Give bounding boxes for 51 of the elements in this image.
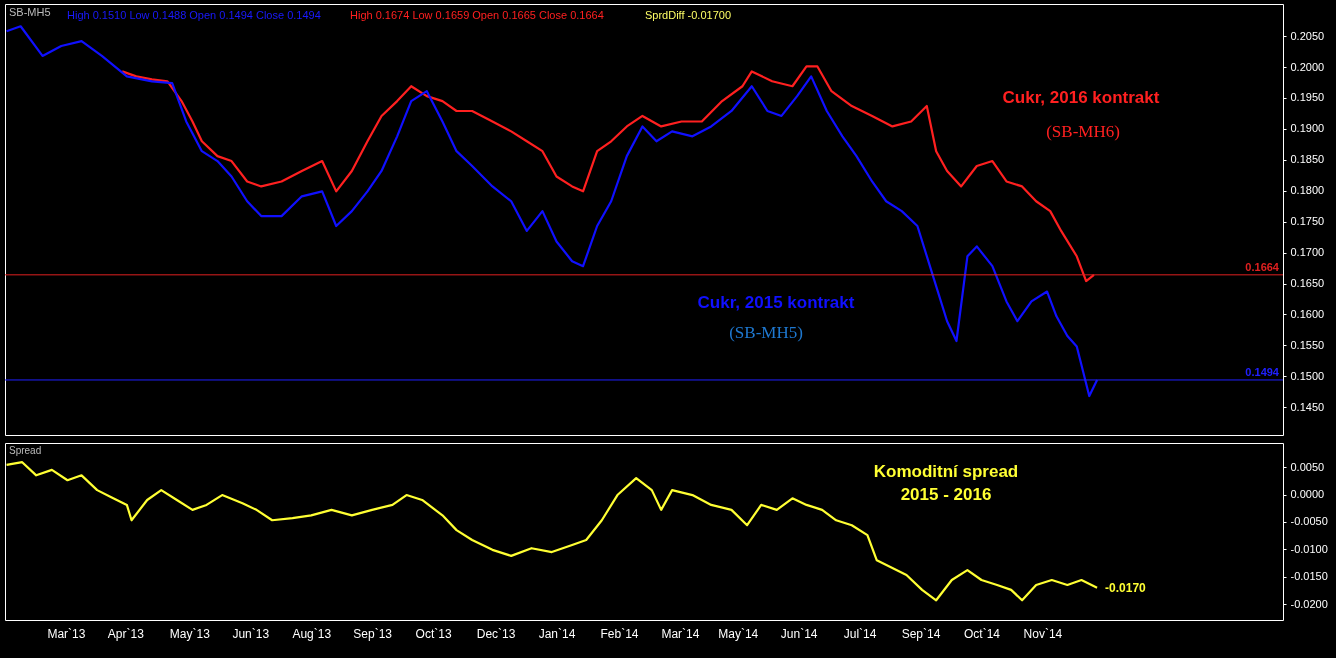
ref-line-label: 0.1664 [1245,260,1280,273]
annotation: 2015 - 2016 [900,485,992,504]
y-tick-label: 0.1900 [1290,122,1325,135]
x-tick-label: Oct`13 [415,626,452,641]
y-tick-label: -0.0100 [1290,542,1328,555]
x-tick-label: May`13 [169,626,211,641]
x-tick-label: Jan`14 [538,626,576,641]
x-tick-label: Jun`14 [780,626,818,641]
y-tick-label: 0.2000 [1290,60,1325,73]
y-tick-label: 0.1450 [1290,400,1325,413]
annotation: (SB-MH5) [729,323,803,342]
annotation: High 0.1674 Low 0.1659 Open 0.1665 Close 0.1664 [350,9,604,21]
x-tick-label: Feb`14 [600,626,639,641]
x-tick-label: Dec`13 [476,626,516,641]
y-tick-label: 0.1750 [1290,215,1325,228]
chart-title: Spread [9,445,42,456]
ref-line-label: 0.1494 [1245,365,1280,378]
y-tick-label: 0.1950 [1290,91,1325,104]
y-tick-label: 0.1850 [1290,153,1325,166]
x-tick-label: Mar`14 [661,626,700,641]
annotation: High 0.1510 Low 0.1488 Open 0.1494 Close 0.1494 [67,9,321,21]
y-tick-label: -0.0150 [1290,570,1328,583]
y-tick-label: 0.1600 [1290,307,1325,320]
x-tick-label: Oct`14 [963,626,1001,641]
y-tick-label: 0.1650 [1290,277,1325,289]
y-tick-label: 0.0050 [1290,460,1325,473]
y-tick-label: 0.1500 [1290,369,1325,382]
x-tick-label: Aug`13 [292,626,332,641]
x-tick-label: Sep`13 [353,626,393,641]
x-tick-label: Jul`14 [843,626,877,641]
annotation: SprdDiff -0.01700 [645,9,732,21]
y-tick-label: 0.2050 [1290,29,1325,42]
y-tick-label: 0.1800 [1290,184,1325,197]
x-tick-label: Jun`13 [232,626,270,641]
text: Cukr, 2016 kontrakt [1002,88,1160,107]
x-tick-label: May`14 [718,626,759,641]
y-tick-label: 0.0000 [1290,488,1325,501]
y-tick-label: -0.0050 [1290,515,1328,528]
annotation: (SB-MH6) [1046,122,1120,141]
line-series [5,461,1099,602]
x-tick-label: Sep`14 [901,626,941,641]
annotation: Komoditní spread [873,462,1019,481]
annotation: SB-MH5 [9,6,51,18]
y-tick-label: -0.0200 [1290,597,1328,610]
y-tick-label: 0.1700 [1290,246,1325,259]
text: Cukr, 2015 kontrakt [697,293,855,312]
x-tick-label: Nov`14 [1023,626,1063,641]
y-tick-label: 0.1550 [1290,338,1325,351]
x-tick-label: Mar`13 [47,626,86,641]
annotation: -0.0170 [1105,580,1147,595]
x-tick-label: Apr`13 [107,626,145,641]
